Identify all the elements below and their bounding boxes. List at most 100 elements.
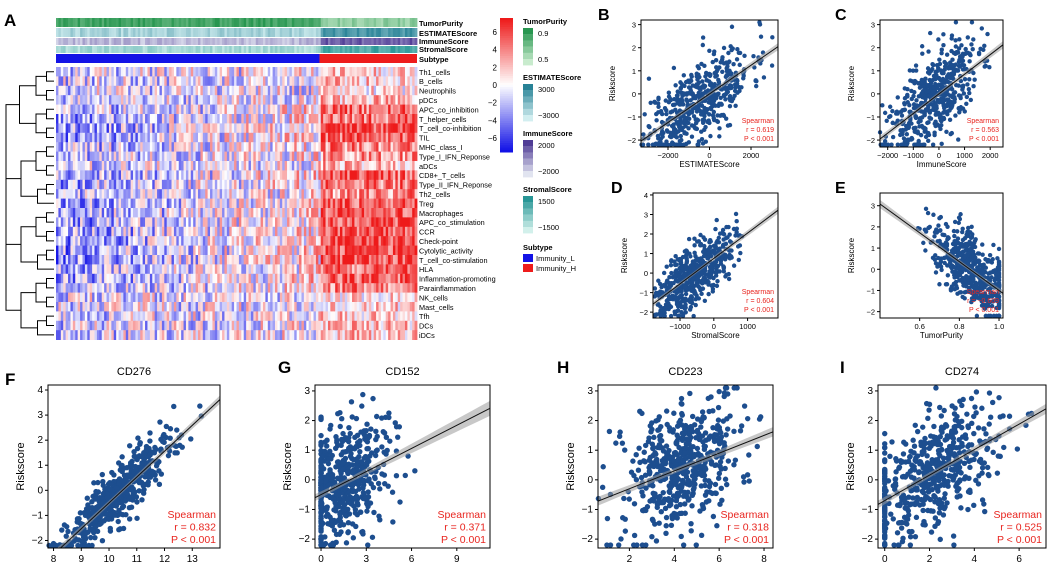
heatmap-cell [270, 199, 273, 209]
heatmap-cell [66, 76, 69, 86]
heatmap-cell [133, 76, 136, 86]
heatmap-cell [224, 264, 227, 274]
heatmap-cell [227, 321, 230, 331]
annotation-cell [116, 46, 119, 53]
heatmap-cell [167, 105, 170, 115]
annotation-cell [58, 18, 61, 27]
heatmap-cell [342, 105, 345, 115]
heatmap-cell [239, 199, 242, 209]
heatmap-cell [121, 283, 124, 293]
heatmap-cell [345, 123, 348, 133]
heatmap-cell [393, 105, 396, 115]
heatmap-cell [405, 330, 408, 340]
heatmap-cell [366, 255, 369, 265]
heatmap-cell [196, 199, 199, 209]
heatmap-cell [169, 76, 172, 86]
heatmap-cell [376, 208, 379, 218]
heatmap-cell [285, 274, 288, 284]
heatmap-cell [116, 311, 119, 321]
heatmap-cell [364, 133, 367, 143]
heatmap-cell [97, 208, 100, 218]
annotation-cell [330, 28, 333, 37]
heatmap-cell [140, 293, 143, 303]
annotation-cell [56, 38, 59, 45]
annotation-cell [99, 38, 102, 45]
heatmap-cell [241, 152, 244, 162]
annotation-cell [352, 46, 355, 53]
heatmap-cell [256, 264, 259, 274]
heatmap-cell [403, 255, 406, 265]
heatmap-cell [314, 227, 317, 237]
heatmap-cell [126, 199, 129, 209]
annotation-cell [147, 38, 150, 45]
heatmap-cell [364, 330, 367, 340]
heatmap-cell [366, 208, 369, 218]
heatmap-cell [398, 114, 401, 124]
heatmap-cell [61, 114, 64, 124]
heatmap-cell [227, 161, 230, 171]
heatmap-cell [229, 180, 232, 190]
annotation-cell [309, 38, 312, 45]
heatmap-cell [309, 236, 312, 246]
annotation-cell [155, 46, 158, 53]
annotation-cell [292, 18, 295, 27]
annotation-cell [376, 28, 379, 37]
heatmap-cell [61, 105, 64, 115]
heatmap-cell [275, 227, 278, 237]
heatmap-cell [90, 311, 93, 321]
heatmap-cell [415, 264, 418, 274]
heatmap-cell [131, 86, 134, 96]
annotation-cell [249, 46, 252, 53]
heatmap-cell [224, 311, 227, 321]
heatmap-cell [186, 236, 189, 246]
heatmap-cell [210, 189, 213, 199]
heatmap-cell [82, 227, 85, 237]
heatmap-cell [395, 152, 398, 162]
heatmap-cell [395, 105, 398, 115]
heatmap-cell [386, 105, 389, 115]
heatmap-cell [350, 264, 353, 274]
heatmap-cell [167, 133, 170, 143]
heatmap-cell [143, 123, 146, 133]
annotation-cell [90, 38, 93, 45]
heatmap-cell [126, 264, 129, 274]
annotation-cell [155, 28, 158, 37]
heatmap-cell [354, 246, 357, 256]
annotation-cell [277, 46, 280, 53]
heatmap-cell [140, 311, 143, 321]
heatmap-cell [157, 321, 160, 331]
annotation-cell [374, 28, 377, 37]
heatmap-cell [58, 95, 61, 105]
heatmap-cell [143, 264, 146, 274]
annotation-cell [92, 46, 95, 53]
heatmap-cell [107, 189, 110, 199]
heatmap-cell [326, 95, 329, 105]
annotation-cell [121, 18, 124, 27]
annotation-cell [366, 18, 369, 27]
heatmap-cell [403, 199, 406, 209]
heatmap-cell [362, 274, 365, 284]
heatmap-cell [330, 123, 333, 133]
heatmap-cell [282, 142, 285, 152]
dendrogram-branch [47, 166, 55, 175]
heatmap-cell [398, 95, 401, 105]
heatmap-cell [333, 86, 336, 96]
heatmap-cell [212, 189, 215, 199]
heatmap-cell [280, 95, 283, 105]
heatmap-cell [227, 217, 230, 227]
heatmap-cell [292, 283, 295, 293]
heatmap-cell [366, 105, 369, 115]
heatmap-cell [306, 133, 309, 143]
heatmap-cell [198, 302, 201, 312]
heatmap-cell [297, 161, 300, 171]
heatmap-cell [280, 161, 283, 171]
heatmap-cell [241, 264, 244, 274]
heatmap-cell [215, 302, 218, 312]
heatmap-cell [318, 274, 321, 284]
heatmap-cell [253, 274, 256, 284]
annotation-cell [198, 18, 201, 27]
heatmap-cell [80, 76, 83, 86]
heatmap-cell [253, 311, 256, 321]
heatmap-cell [371, 133, 374, 143]
heatmap-cell [330, 264, 333, 274]
